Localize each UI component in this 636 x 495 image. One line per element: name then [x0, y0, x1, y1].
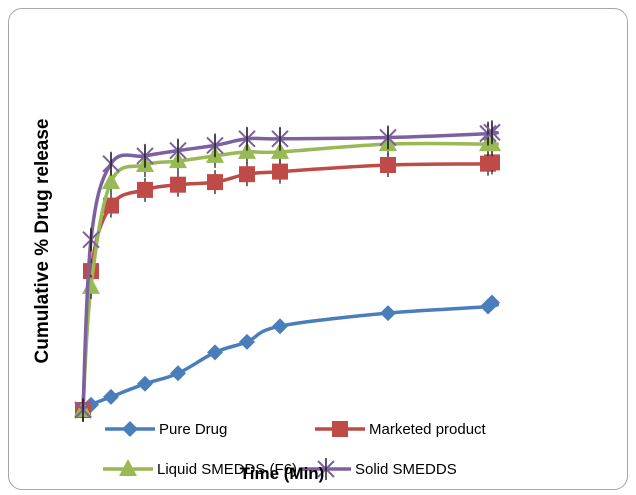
data-point [137, 375, 153, 392]
series-line [81, 300, 500, 412]
data-point [170, 365, 186, 382]
data-point [380, 305, 396, 322]
data-point [479, 122, 497, 145]
series-0 [75, 294, 500, 418]
data-point [484, 294, 500, 311]
data-point [206, 134, 224, 157]
legend: Pure Drug Marketed product Liquid SMEDDS (… [103, 421, 487, 480]
legend-label: Liquid SMEDDS (F6) [157, 461, 297, 478]
data-point [170, 176, 186, 193]
series-3 [74, 120, 501, 422]
data-point [136, 144, 154, 167]
series-1 [75, 150, 500, 422]
data-point [271, 127, 289, 150]
series-layer [74, 120, 501, 422]
data-point [484, 154, 500, 171]
legend-item: Pure Drug [105, 421, 227, 438]
legend-label: Solid SMEDDS [355, 461, 457, 478]
legend-item: Marketed product [315, 421, 487, 438]
data-point [82, 228, 100, 251]
legend-marker [317, 458, 335, 480]
data-point [379, 126, 397, 149]
legend-label: Pure Drug [159, 421, 227, 438]
legend-marker [119, 459, 137, 476]
data-point [207, 344, 223, 361]
y-axis-label: Cumulative % Drug release [32, 119, 53, 364]
data-point [239, 166, 255, 183]
legend-item: Solid SMEDDS [301, 458, 457, 480]
data-point [483, 121, 501, 144]
data-point [103, 388, 119, 405]
x-axis-label: Time (Min) [240, 464, 325, 483]
data-point [103, 197, 119, 214]
chart: Cumulative % Drug release Pure Drug Marke… [32, 119, 501, 483]
data-point [207, 174, 223, 191]
data-point [102, 152, 120, 175]
chart-frame: Cumulative % Drug release Pure Drug Marke… [8, 8, 628, 490]
data-point [102, 172, 120, 190]
data-point [272, 318, 288, 335]
data-point [239, 333, 255, 350]
data-point [380, 157, 396, 173]
data-point [137, 181, 153, 198]
data-point [238, 127, 256, 150]
data-point [82, 276, 100, 294]
data-point [272, 163, 288, 180]
data-point [169, 139, 187, 162]
legend-marker [332, 421, 348, 437]
legend-item: Liquid SMEDDS (F6) [103, 459, 297, 478]
legend-marker [122, 421, 138, 437]
data-point [74, 399, 92, 421]
legend-label: Marketed product [369, 421, 487, 438]
